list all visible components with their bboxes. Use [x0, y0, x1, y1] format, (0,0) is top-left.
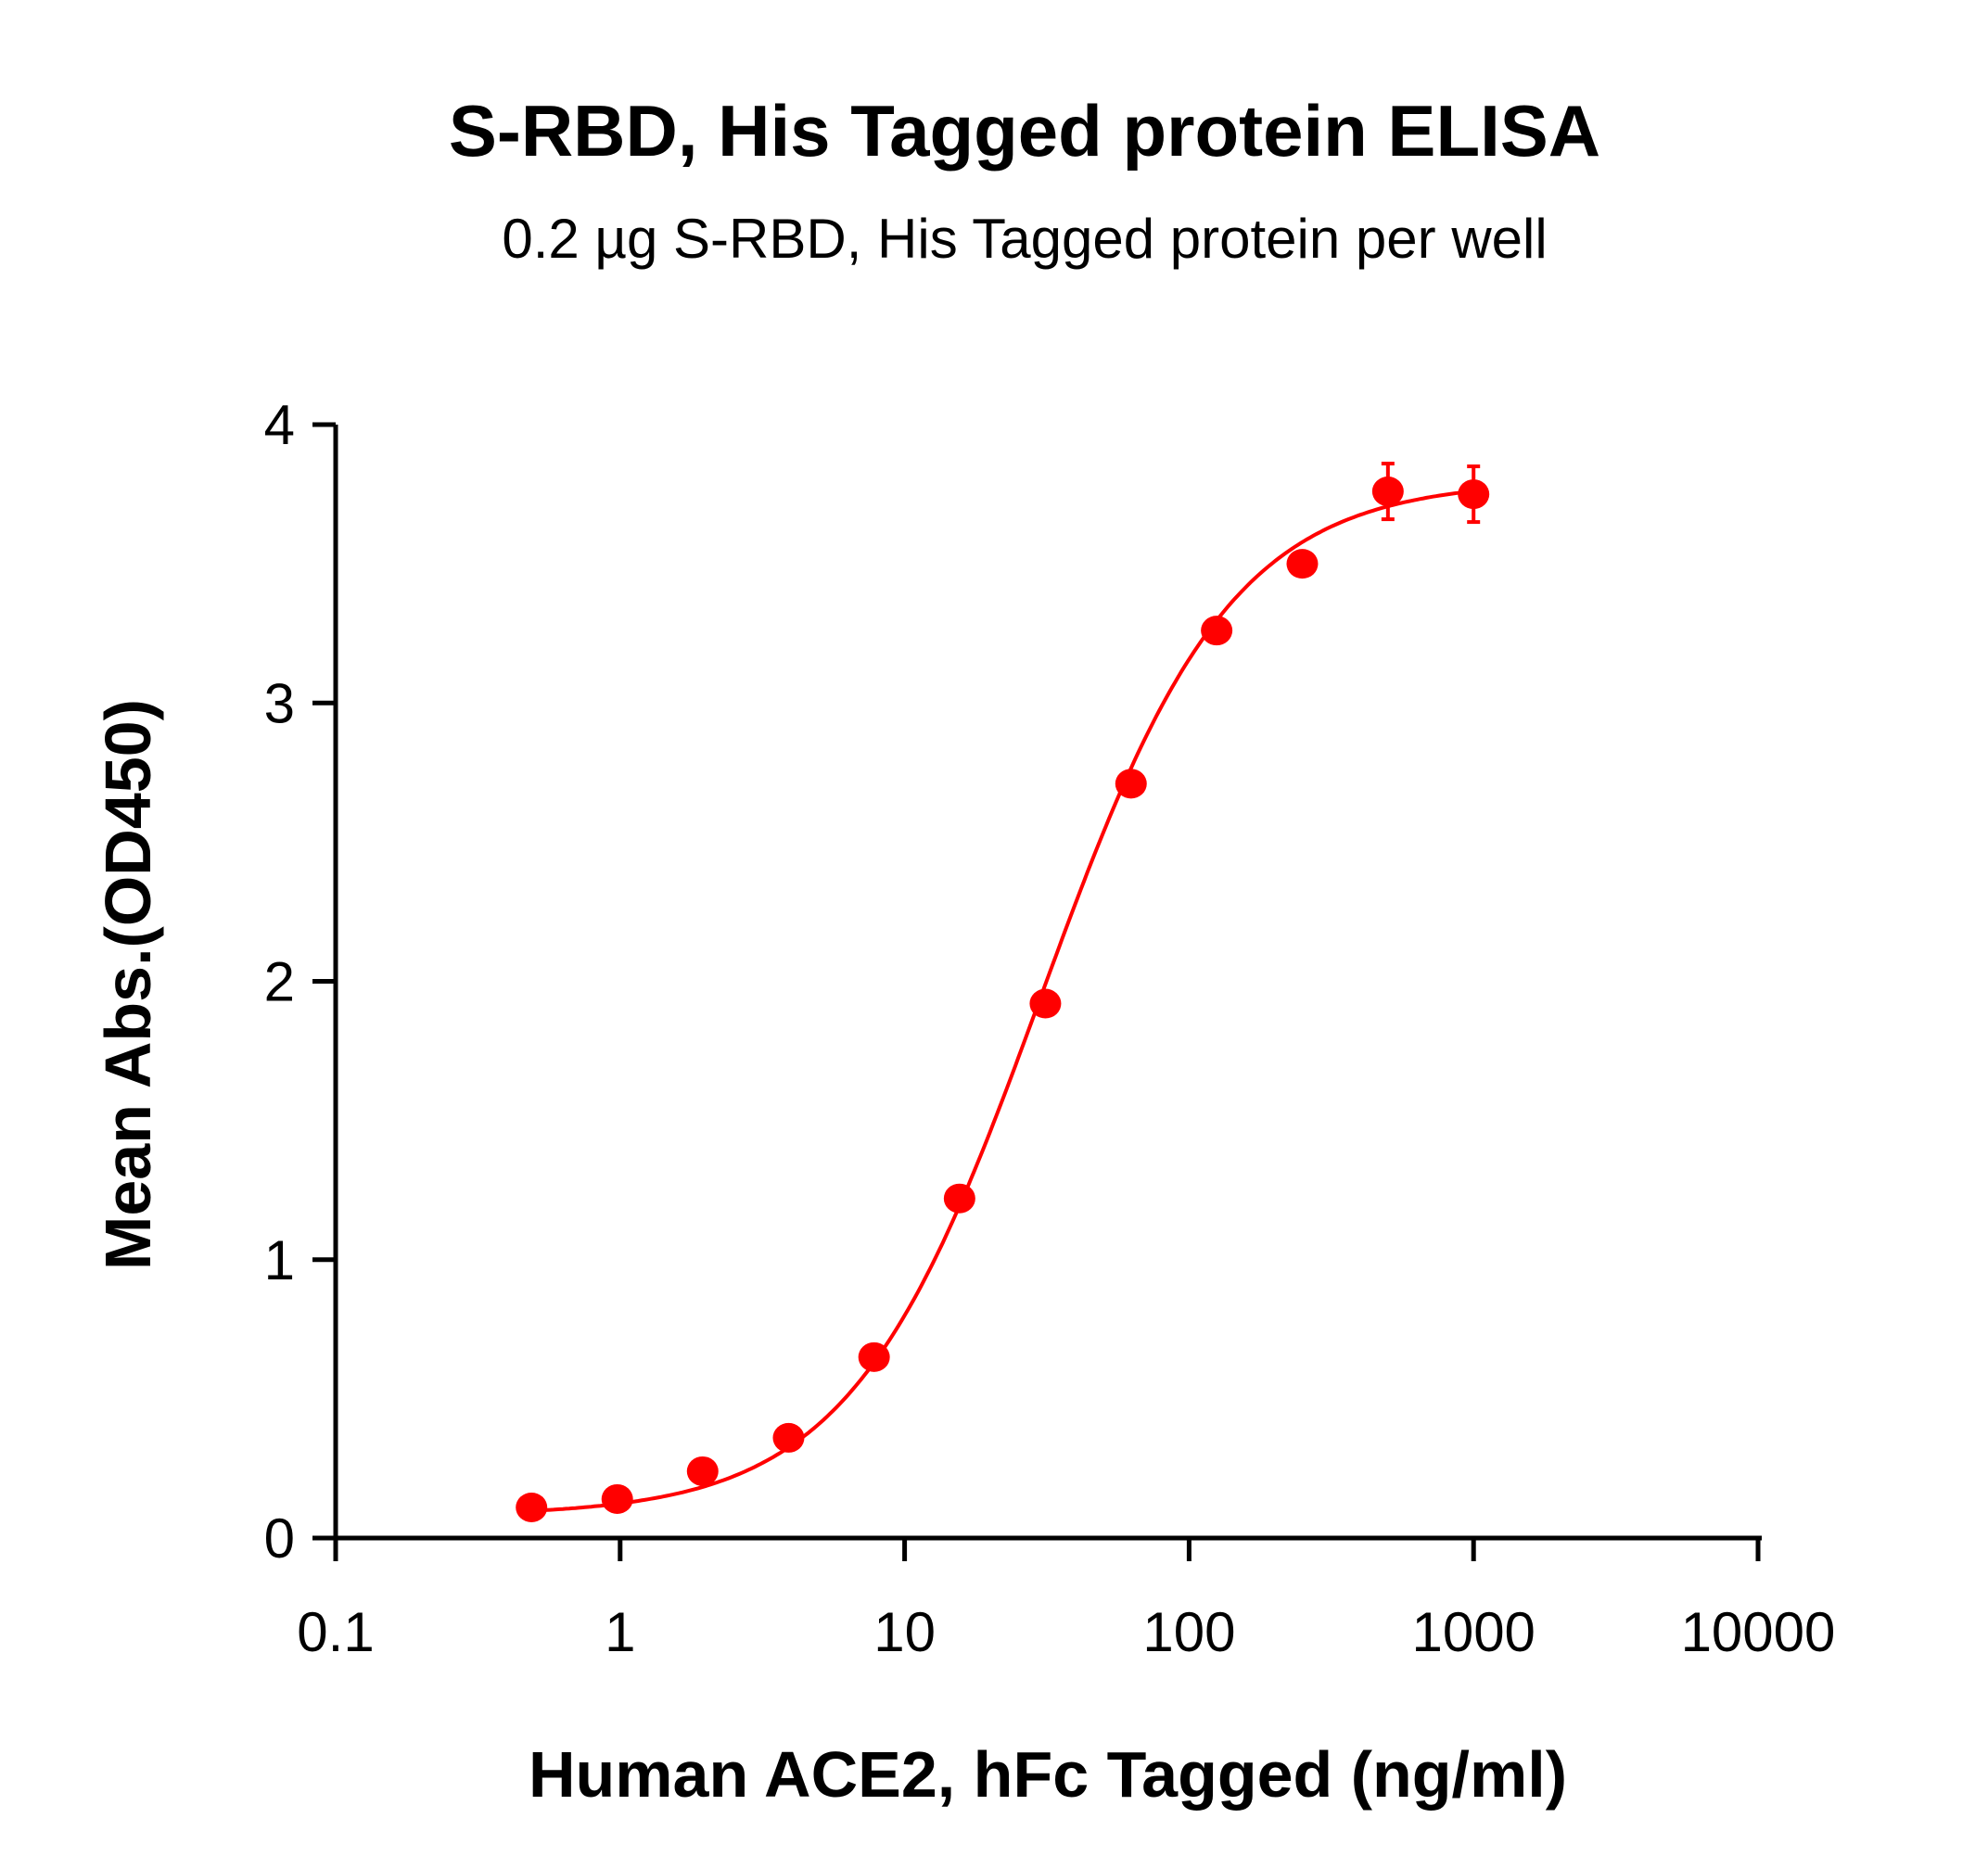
x-tick-label: 10 — [873, 1601, 936, 1663]
x-axis-label: Human ACE2, hFc Tagged (ng/ml) — [529, 1738, 1567, 1811]
y-tick-label: 1 — [264, 1229, 295, 1291]
y-tick-label: 0 — [264, 1507, 295, 1570]
y-axis-label: Mean Abs.(OD450) — [92, 699, 164, 1270]
data-point — [858, 1341, 890, 1372]
data-point — [1286, 549, 1319, 579]
data-point — [516, 1492, 548, 1522]
data-point — [1458, 479, 1490, 510]
data-point — [1201, 616, 1233, 646]
data-point — [686, 1456, 719, 1486]
x-tick-label: 1000 — [1411, 1601, 1535, 1663]
data-point — [943, 1183, 975, 1214]
data-point — [1115, 769, 1147, 799]
x-tick-label: 100 — [1142, 1601, 1235, 1663]
chart-title: S-RBD, His Tagged protein ELISA — [449, 90, 1600, 172]
data-point — [1371, 477, 1404, 507]
chart-subtitle: 0.2 µg S-RBD, His Tagged protein per wel… — [502, 208, 1547, 270]
y-tick-label: 3 — [264, 672, 295, 734]
fit-curve — [531, 489, 1474, 1513]
y-tick-label: 4 — [264, 394, 295, 456]
y-tick-label: 2 — [264, 951, 295, 1013]
data-point — [601, 1483, 633, 1514]
data-point — [1029, 988, 1062, 1019]
x-tick-label: 10000 — [1681, 1601, 1836, 1663]
x-tick-label: 0.1 — [297, 1601, 374, 1663]
x-tick-label: 1 — [605, 1601, 635, 1663]
data-point — [772, 1422, 805, 1453]
